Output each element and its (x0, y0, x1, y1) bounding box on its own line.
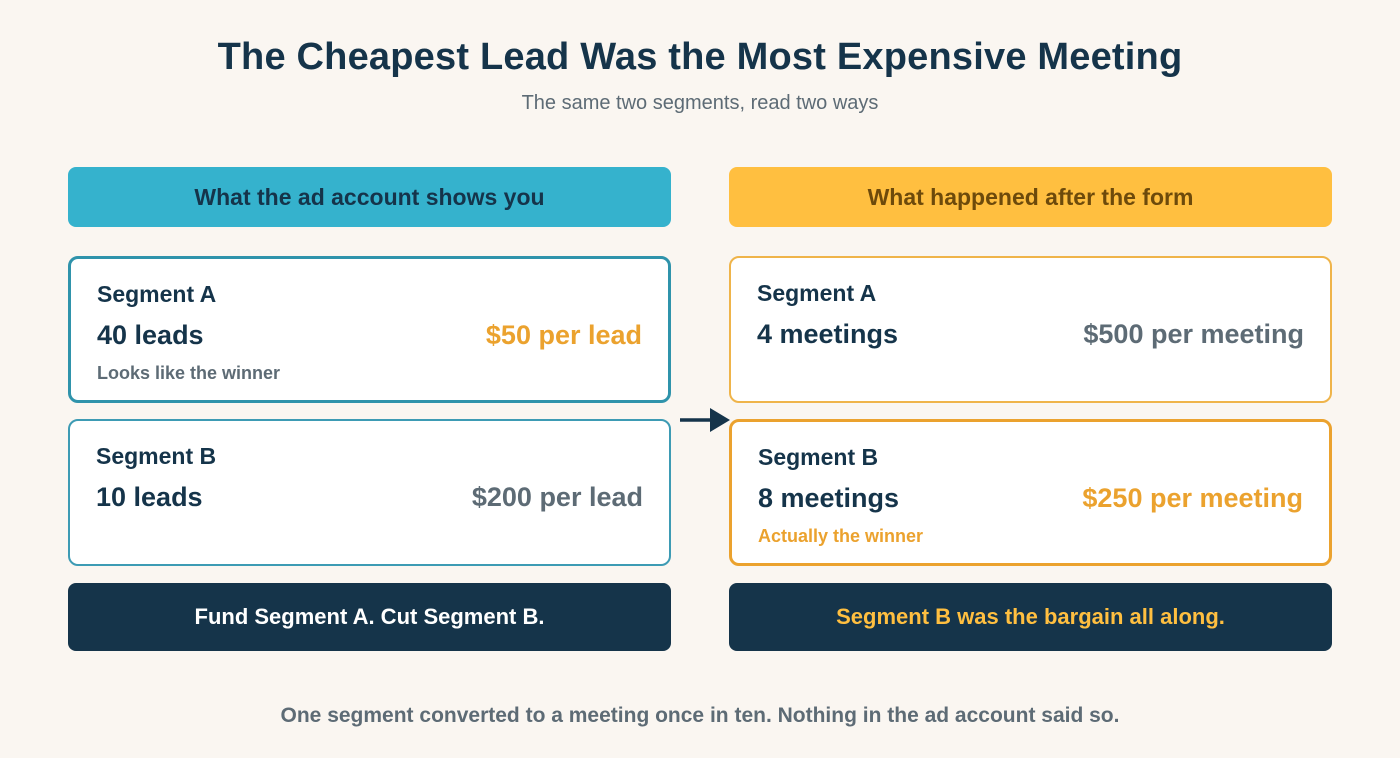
right-card-segment-b: Segment B 8 meetings $250 per meeting Ac… (729, 419, 1332, 566)
right-column-header: What happened after the form (729, 167, 1332, 227)
segment-name: Segment B (758, 444, 879, 470)
metric-row: 4 meetings $500 per meeting (757, 319, 1304, 350)
arrow-right-icon (680, 408, 730, 432)
segment-name: Segment A (97, 281, 217, 307)
bottom-caption: One segment converted to a meeting once … (280, 704, 1120, 727)
cost-value: $500 per meeting (1083, 319, 1304, 349)
page-title: The Cheapest Lead Was the Most Expensive… (217, 36, 1183, 78)
segment-name: Segment A (757, 280, 877, 306)
left-column-header: What the ad account shows you (68, 167, 671, 227)
left-column-footer: Fund Segment A. Cut Segment B. (68, 583, 671, 651)
metric-value: 40 leads (97, 320, 204, 350)
metric-row: 40 leads $50 per lead (97, 320, 642, 351)
cost-value: $250 per meeting (1082, 483, 1303, 513)
metric-value: 10 leads (96, 482, 203, 512)
page-subtitle: The same two segments, read two ways (521, 92, 879, 114)
metric-row: 10 leads $200 per lead (96, 482, 643, 513)
cost-value: $50 per lead (485, 320, 642, 350)
left-card-segment-a: Segment A 40 leads $50 per lead Looks li… (68, 256, 671, 403)
metric-row: 8 meetings $250 per meeting (758, 483, 1303, 514)
right-column-footer: Segment B was the bargain all along. (729, 583, 1332, 651)
right-card-segment-a: Segment A 4 meetings $500 per meeting (729, 256, 1332, 403)
cost-value: $200 per lead (471, 482, 643, 512)
metric-value: 8 meetings (758, 483, 900, 513)
card-note: Actually the winner (758, 526, 924, 546)
segment-name: Segment B (96, 443, 217, 469)
metric-value: 4 meetings (757, 319, 899, 349)
card-note: Looks like the winner (97, 363, 281, 383)
left-card-segment-b: Segment B 10 leads $200 per lead (68, 419, 671, 566)
